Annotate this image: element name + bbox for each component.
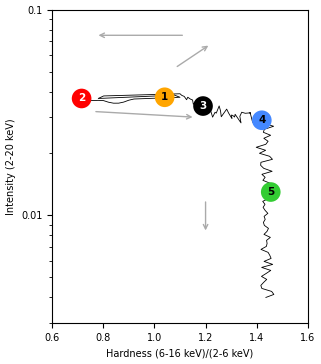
Text: 2: 2: [78, 94, 85, 103]
Y-axis label: Intensity (2-20 keV): Intensity (2-20 keV): [5, 118, 15, 215]
Point: [268, 189, 273, 195]
Text: 5: 5: [267, 187, 274, 197]
Point: [200, 103, 205, 109]
Point: [162, 94, 167, 100]
Point: [259, 117, 265, 123]
Text: 1: 1: [161, 92, 168, 102]
Point: [79, 96, 84, 102]
X-axis label: Hardness (6-16 keV)/(2-6 keV): Hardness (6-16 keV)/(2-6 keV): [106, 348, 254, 359]
Text: 3: 3: [199, 101, 207, 111]
Text: 4: 4: [258, 115, 265, 125]
